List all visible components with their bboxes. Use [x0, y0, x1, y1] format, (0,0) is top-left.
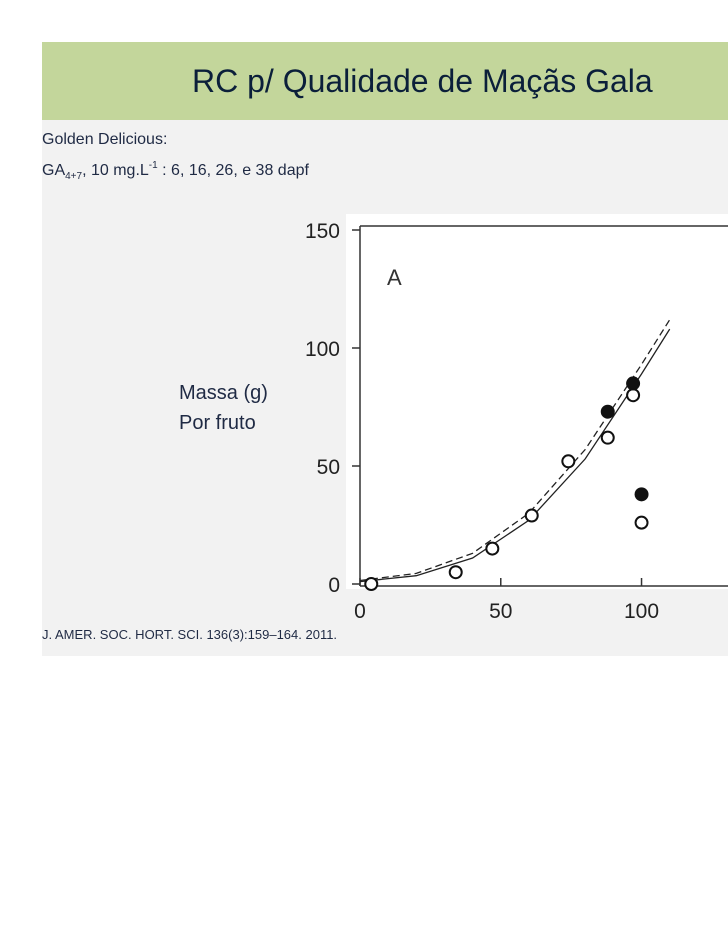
title-bar: RC p/ Qualidade de Maçãs Gala	[42, 42, 728, 120]
data-point-filled	[634, 487, 649, 502]
note-treatment-prefix: GA	[42, 162, 66, 179]
data-point-open	[600, 430, 615, 445]
data-point-open	[626, 388, 641, 403]
note-treatment-subscript: 4+7	[65, 171, 83, 182]
data-point-open	[634, 515, 649, 530]
note-treatment: GA4+7, 10 mg.L-1 : 6, 16, 26, e 38 dapf	[42, 160, 309, 182]
slide-title: RC p/ Qualidade de Maçãs Gala	[192, 63, 653, 99]
y-tick-label: 0	[328, 574, 340, 597]
y-axis-label-line2: Por fruto	[179, 412, 256, 434]
plot-background	[346, 214, 728, 589]
y-axis-label: Massa (g) Por fruto	[179, 378, 268, 438]
y-axis-label-line1: Massa (g)	[179, 382, 268, 404]
data-point-open	[524, 508, 539, 523]
scatter-chart: A 0 50 100 150 0 50 100	[305, 214, 728, 623]
y-tick-label: 50	[317, 456, 340, 479]
y-tick-label: 150	[305, 220, 340, 243]
note-treatment-suffix: : 6, 16, 26, e 38 dapf	[157, 162, 309, 179]
fitted-curve-dashed	[359, 319, 671, 582]
slide: RC p/ Qualidade de Maçãs Gala Golden Del…	[42, 42, 728, 656]
data-point-open	[448, 565, 463, 580]
note-treatment-mid: , 10 mg.L	[82, 162, 149, 179]
data-point-filled	[626, 376, 641, 391]
panel-letter: A	[387, 265, 402, 290]
data-point-open	[561, 454, 576, 469]
data-point-filled	[600, 404, 615, 419]
note-cultivar: Golden Delicious:	[42, 131, 168, 148]
x-tick-label: 100	[624, 600, 659, 623]
note-treatment-superscript: -1	[148, 160, 158, 171]
data-point-open	[485, 541, 500, 556]
citation: J. AMER. SOC. HORT. SCI. 136(3):159–164.…	[42, 627, 338, 642]
x-tick-label: 50	[489, 600, 512, 623]
y-tick-label: 100	[305, 338, 340, 361]
data-point-open	[364, 577, 379, 591]
x-tick-label: 0	[354, 600, 366, 623]
